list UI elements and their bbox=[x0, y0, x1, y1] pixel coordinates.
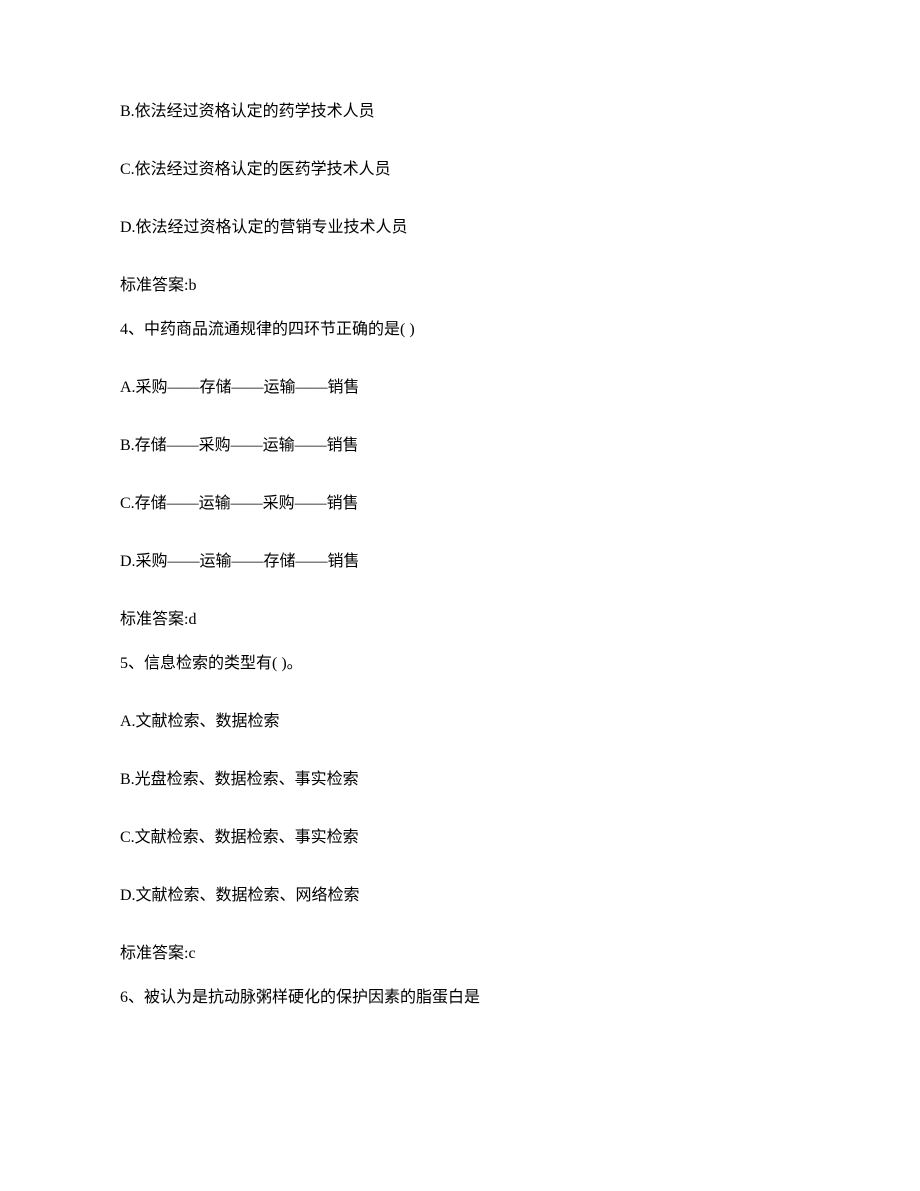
option-d-q5: D.文献检索、数据检索、网络检索 bbox=[120, 884, 800, 908]
option-b-q4: B.存储——采购——运输——销售 bbox=[120, 434, 800, 458]
option-c-q4: C.存储——运输——采购——销售 bbox=[120, 492, 800, 516]
question-4: 4、中药商品流通规律的四环节正确的是( ) bbox=[120, 318, 800, 342]
question-6: 6、被认为是抗动脉粥样硬化的保护因素的脂蛋白是 bbox=[120, 986, 800, 1010]
answer-q4: 标准答案:d bbox=[120, 608, 800, 632]
option-a-q4: A.采购——存储——运输——销售 bbox=[120, 376, 800, 400]
option-c-q3: C.依法经过资格认定的医药学技术人员 bbox=[120, 158, 800, 182]
option-b-q3: B.依法经过资格认定的药学技术人员 bbox=[120, 100, 800, 124]
question-5: 5、信息检索的类型有( )。 bbox=[120, 652, 800, 676]
option-d-q4: D.采购——运输——存储——销售 bbox=[120, 550, 800, 574]
option-a-q5: A.文献检索、数据检索 bbox=[120, 710, 800, 734]
answer-q3: 标准答案:b bbox=[120, 274, 800, 298]
option-b-q5: B.光盘检索、数据检索、事实检索 bbox=[120, 768, 800, 792]
option-c-q5: C.文献检索、数据检索、事实检索 bbox=[120, 826, 800, 850]
document-page: B.依法经过资格认定的药学技术人员 C.依法经过资格认定的医药学技术人员 D.依… bbox=[0, 0, 920, 1104]
answer-q5: 标准答案:c bbox=[120, 942, 800, 966]
option-d-q3: D.依法经过资格认定的营销专业技术人员 bbox=[120, 216, 800, 240]
